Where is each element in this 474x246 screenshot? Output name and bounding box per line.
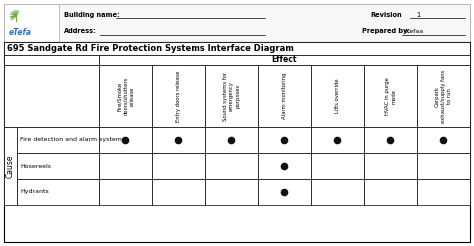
Bar: [205, 65, 258, 127]
Text: Alarm monitoring: Alarm monitoring: [282, 73, 287, 119]
Bar: [17, 153, 99, 179]
Bar: [99, 65, 152, 127]
Text: HVAC in purge
mode: HVAC in purge mode: [385, 77, 396, 115]
Text: Carpark
exhaust/supply fans
to run: Carpark exhaust/supply fans to run: [435, 69, 452, 123]
Bar: [4, 4, 470, 42]
Bar: [258, 65, 311, 127]
Bar: [364, 127, 417, 153]
Bar: [205, 127, 258, 153]
Bar: [99, 153, 152, 179]
Bar: [311, 179, 364, 205]
Bar: [311, 65, 364, 127]
Bar: [205, 153, 258, 179]
Bar: [417, 65, 470, 127]
Text: Entry doors release: Entry doors release: [176, 70, 181, 122]
Bar: [152, 65, 205, 127]
Text: Effect: Effect: [272, 56, 297, 64]
Bar: [417, 127, 470, 153]
Text: Lifts override: Lifts override: [335, 79, 340, 113]
Bar: [258, 179, 311, 205]
Bar: [152, 179, 205, 205]
Bar: [4, 55, 99, 65]
Text: 1: 1: [416, 12, 420, 18]
Bar: [17, 127, 99, 153]
Text: Address:: Address:: [64, 28, 97, 34]
Text: Sound systems for
emergency
purposes: Sound systems for emergency purposes: [223, 71, 240, 121]
Bar: [364, 153, 417, 179]
Text: Revision: Revision: [370, 12, 401, 18]
Bar: [311, 153, 364, 179]
Text: eTefa: eTefa: [9, 28, 32, 37]
Bar: [152, 127, 205, 153]
Text: Building name:: Building name:: [64, 12, 120, 18]
Text: etefaa: etefaa: [404, 29, 424, 34]
Text: Prepared by:: Prepared by:: [362, 28, 410, 34]
Bar: [152, 153, 205, 179]
Bar: [17, 179, 99, 205]
Text: Fire detection and alarm systems: Fire detection and alarm systems: [20, 138, 125, 142]
Bar: [99, 55, 470, 65]
Text: 695 Sandgate Rd Fire Protection Systems Interface Diagram: 695 Sandgate Rd Fire Protection Systems …: [7, 44, 294, 53]
Bar: [364, 65, 417, 127]
Bar: [417, 179, 470, 205]
Bar: [258, 153, 311, 179]
Bar: [4, 4, 59, 42]
Bar: [417, 153, 470, 179]
Bar: [205, 179, 258, 205]
Text: Fire/Smoke
doors/shutters
release: Fire/Smoke doors/shutters release: [117, 77, 134, 115]
Bar: [4, 42, 470, 242]
Text: Cause: Cause: [6, 154, 15, 178]
Bar: [4, 127, 17, 205]
Text: Hosereels: Hosereels: [20, 164, 51, 169]
Bar: [4, 65, 99, 127]
Bar: [4, 42, 470, 55]
Bar: [99, 179, 152, 205]
Bar: [364, 179, 417, 205]
Text: Hydrants: Hydrants: [20, 189, 49, 195]
Bar: [99, 127, 152, 153]
Bar: [258, 127, 311, 153]
Bar: [311, 127, 364, 153]
